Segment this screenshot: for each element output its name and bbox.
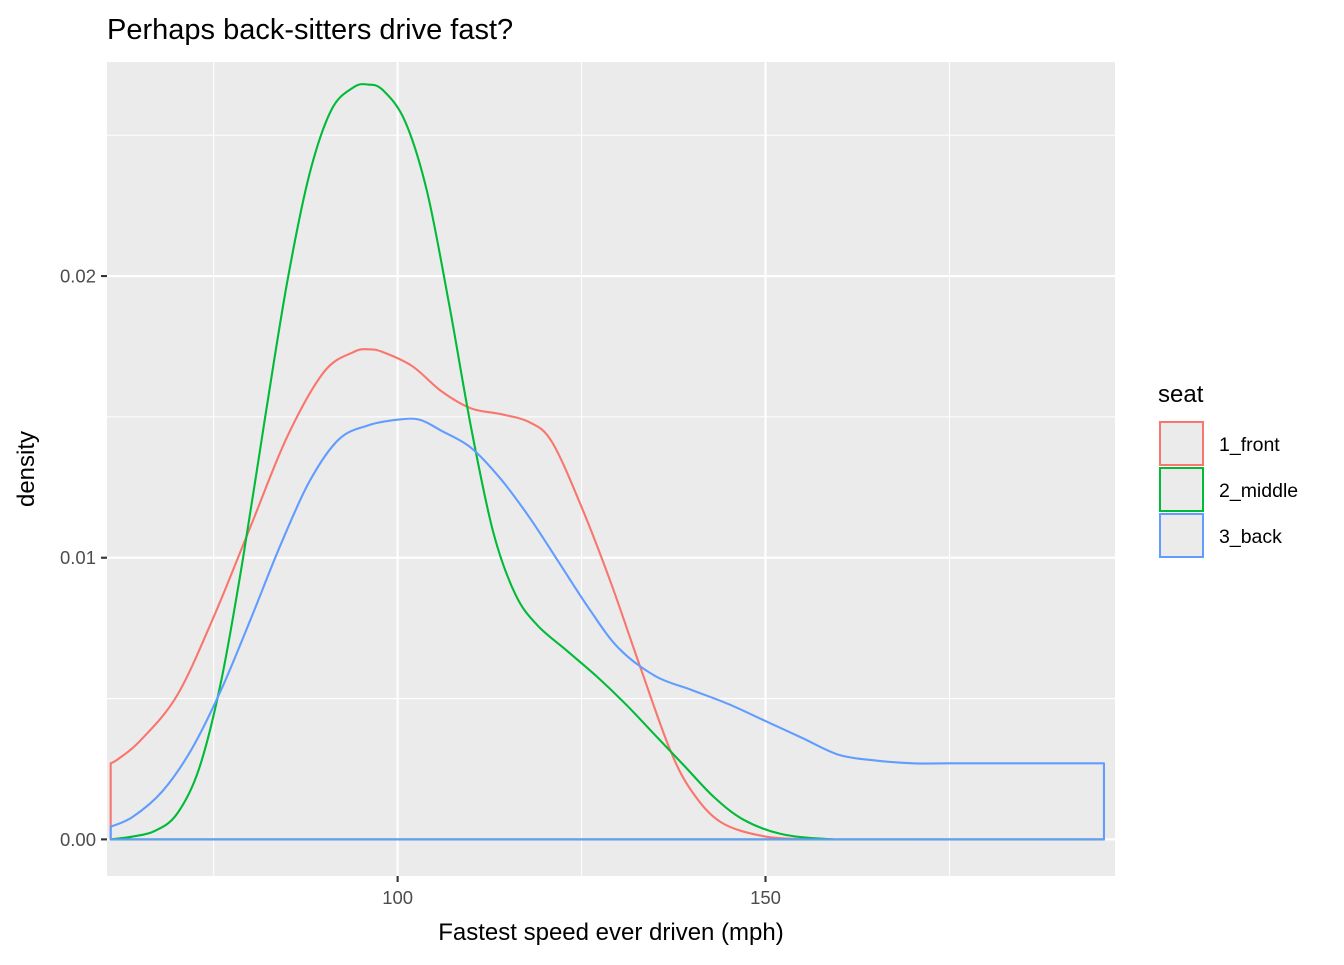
legend-label: 1_front (1219, 434, 1280, 456)
series-layer (109, 83, 1106, 841)
legend: seat 1_front 2_middle 3_back (1158, 381, 1298, 558)
x-axis-title: Fastest speed ever driven (mph) (438, 919, 783, 946)
chart-title: Perhaps back-sitters drive fast? (107, 14, 513, 46)
y-axis-title: density (13, 431, 40, 507)
legend-key-2-middle (1159, 467, 1204, 512)
legend-label: 3_back (1219, 526, 1282, 548)
legend-key-3-back (1159, 513, 1204, 558)
legend-label: 2_middle (1219, 480, 1298, 502)
legend-key-1-front (1159, 421, 1204, 466)
legend-title: seat (1158, 381, 1204, 408)
density-curve-3-back (109, 417, 1106, 841)
x-axis: 100 150 (382, 876, 781, 908)
x-tick-label: 100 (382, 887, 413, 908)
legend-items: 1_front 2_middle 3_back (1159, 421, 1298, 558)
minor-gridlines (107, 62, 1115, 876)
panel-background (107, 62, 1115, 876)
y-tick-label: 0.01 (60, 547, 96, 568)
y-tick-label: 0.02 (60, 266, 96, 287)
x-tick-label: 150 (750, 887, 781, 908)
density-curve-2-middle (109, 83, 1106, 841)
density-curve-1-front (109, 348, 1106, 841)
y-tick-label: 0.00 (60, 829, 96, 850)
plot-panel (107, 62, 1115, 876)
y-axis: 0.00 0.01 0.02 (60, 266, 107, 850)
